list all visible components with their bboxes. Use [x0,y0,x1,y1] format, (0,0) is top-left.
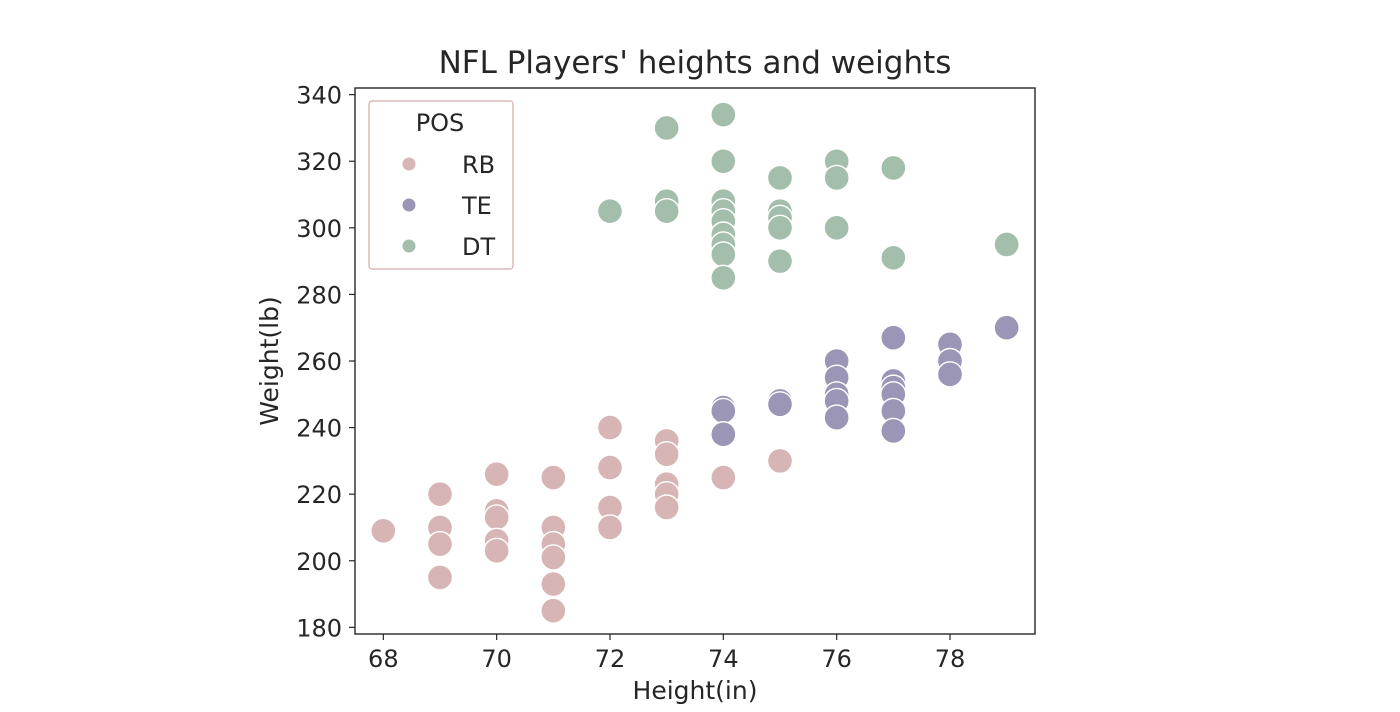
y-tick-label: 340 [296,82,342,110]
legend-title: POS [416,109,465,137]
scatter-point-rb [370,517,397,544]
scatter-point-dt [596,197,624,225]
scatter-point-dt [766,247,794,275]
y-tick-label: 200 [296,548,342,576]
legend-label-rb: RB [462,151,495,179]
scatter-point-dt [653,197,680,225]
x-tick-label: 70 [481,645,512,673]
legend-label-dt: DT [462,233,495,261]
x-tick-label: 76 [821,645,852,673]
scatter-point-rb [426,530,454,558]
scatter-point-rb [540,597,567,624]
scatter-point-rb [483,460,510,488]
x-axis-label: Height(in) [633,676,758,705]
legend-box [368,100,514,270]
scatter-point-rb [596,514,624,541]
scatter-point-dt [710,241,737,268]
y-tick-label: 240 [296,415,342,443]
scatter-point-rb [540,570,567,598]
scatter-point-rb [766,447,794,475]
legend: POS RB TE DT [368,100,514,270]
scatter-point-te [993,314,1020,341]
x-tick-label: 78 [935,645,966,673]
y-tick-label: 320 [296,148,342,176]
scatter-point-te [766,391,794,418]
scatter-point-te [823,404,850,431]
scatter-point-dt [653,114,680,142]
legend-entries: RB TE DT [401,151,495,261]
scatter-point-te [936,361,964,388]
scatter-point-rb [483,504,510,531]
scatter-point-rb [426,564,454,591]
scatter-point-dt [710,148,737,175]
scatter-point-rb [483,537,510,564]
scatter-point-rb [426,480,454,508]
scatter-point-dt [710,101,737,128]
scatter-point-rb [653,494,680,521]
y-tick-label: 280 [296,281,342,309]
x-tick-label: 72 [595,645,626,673]
scatter-point-rb [596,454,624,481]
scatter-point-dt [766,214,794,242]
x-tick-label: 68 [368,645,399,673]
chart-title: NFL Players' heights and weights [439,45,952,81]
scatter-point-dt [880,154,907,182]
scatter-point-te [880,417,907,445]
scatter-point-dt [823,164,850,192]
scatter-point-dt [710,264,737,291]
plot-area [354,87,1036,635]
scatter-point-dt [823,214,850,242]
y-tick-label: 300 [296,215,342,243]
legend-marker-te [401,197,417,213]
scatter-point-rb [596,414,624,441]
points-layer [370,101,1020,624]
y-axis-label: Weight(lb) [255,296,284,425]
scatter-point-te [710,421,737,448]
scatter-point-dt [880,244,907,271]
scatter-point-te [710,397,737,425]
x-axis-ticks: 68 70 72 74 76 78 [368,634,965,673]
y-tick-label: 260 [296,348,342,376]
scatter-point-dt [993,231,1020,258]
scatter-point-rb [653,441,680,468]
scatter-point-te [880,324,907,351]
legend-marker-dt [401,238,417,254]
y-tick-label: 220 [296,481,342,509]
scatter-point-rb [540,464,567,491]
x-tick-label: 74 [708,645,739,673]
y-axis-ticks: 180 200 220 240 260 280 300 320 340 [296,82,355,642]
legend-label-te: TE [461,192,492,220]
scatter-point-rb [540,544,567,571]
y-tick-label: 180 [296,614,342,642]
scatter-point-rb [710,464,737,491]
legend-marker-rb [401,156,417,172]
scatter-point-dt [766,164,794,192]
